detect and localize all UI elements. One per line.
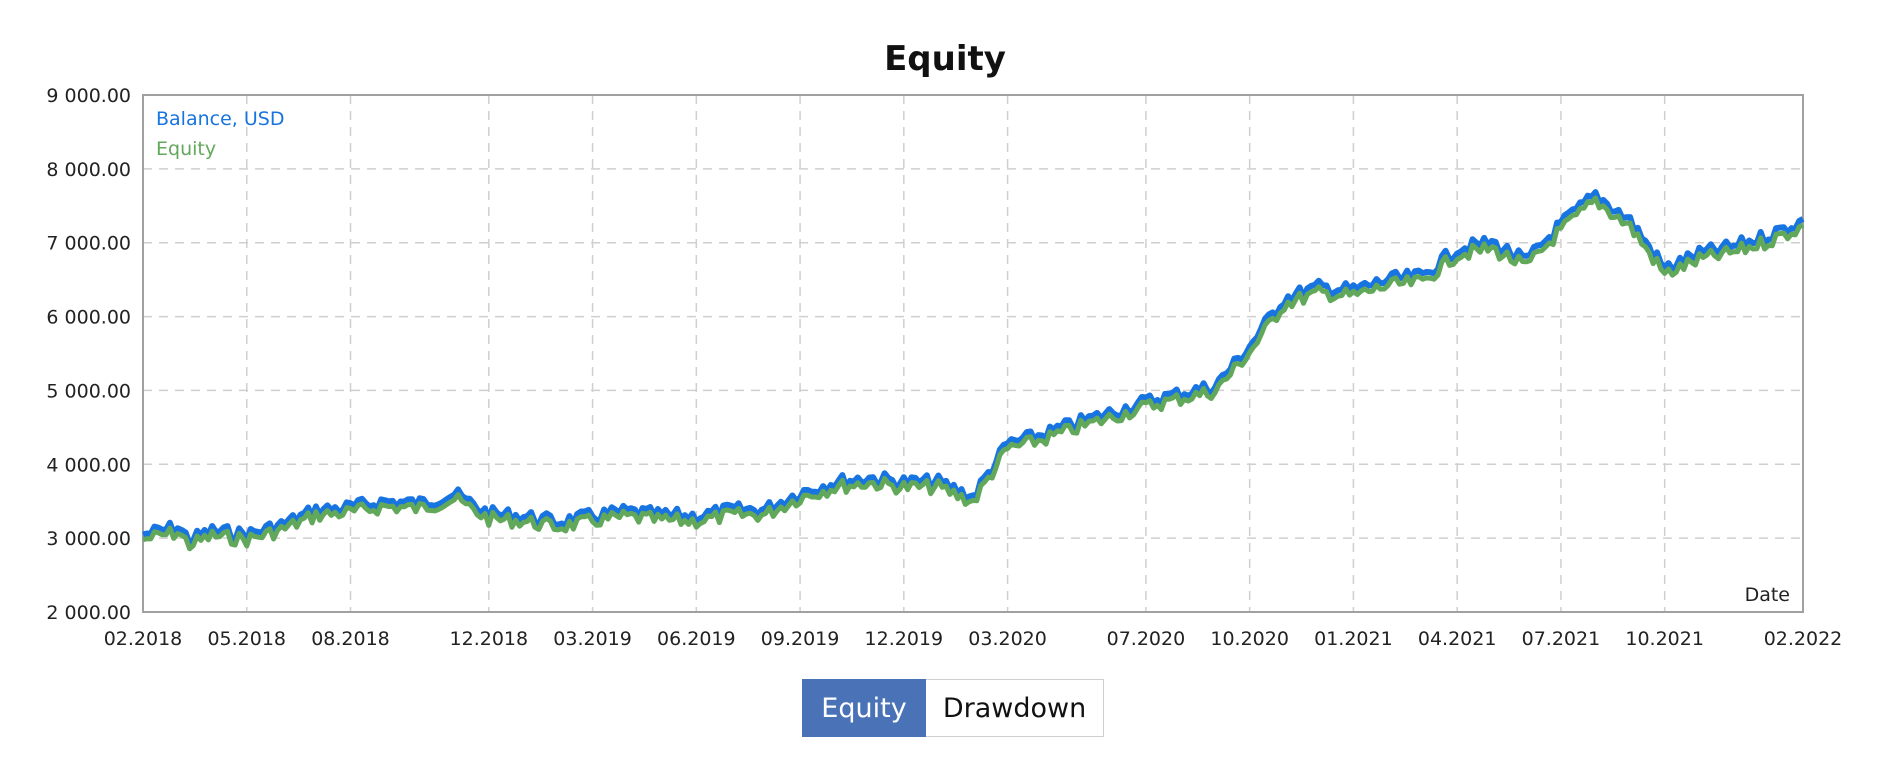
tab-equity[interactable]: Equity: [802, 679, 926, 737]
x-tick-label: 12.2018: [450, 628, 529, 650]
x-tick-label: 02.2018: [104, 628, 183, 650]
y-tick-label: 5 000.00: [46, 380, 131, 402]
series-equity-line: [142, 195, 1805, 552]
x-tick-label: 02.2022: [1764, 628, 1843, 650]
chart-title: Equity: [884, 39, 1006, 79]
y-tick-label: 2 000.00: [46, 602, 131, 624]
plot-frame: [142, 94, 1804, 613]
x-axis-label: Date: [1745, 584, 1790, 606]
x-tick-label: 10.2020: [1210, 628, 1289, 650]
series-layer: [142, 189, 1805, 552]
legend-equity: Equity: [156, 138, 216, 160]
x-tick-label: 06.2019: [657, 628, 736, 650]
legend-balance: Balance, USD: [156, 108, 284, 130]
x-tick-label: 07.2020: [1107, 628, 1186, 650]
y-tick-label: 3 000.00: [46, 528, 131, 550]
axis-ticks: 2 000.00 3 000.00 4 000.00 5 000.00 6 000.00…: [46, 85, 1842, 650]
y-tick-label: 9 000.00: [46, 85, 131, 107]
y-tick-label: 7 000.00: [46, 233, 131, 255]
x-tick-label: 07.2021: [1522, 628, 1601, 650]
x-tick-label: 08.2018: [311, 628, 390, 650]
x-tick-label: 05.2018: [207, 628, 286, 650]
y-tick-label: 4 000.00: [46, 454, 131, 476]
x-tick-label: 03.2020: [968, 628, 1047, 650]
grid: [143, 95, 1803, 612]
x-tick-label: 04.2021: [1418, 628, 1497, 650]
series-balance-line: [142, 189, 1805, 547]
x-tick-label: 10.2021: [1625, 628, 1704, 650]
x-tick-label: 03.2019: [553, 628, 632, 650]
y-tick-label: 6 000.00: [46, 307, 131, 329]
x-tick-label: 12.2019: [865, 628, 944, 650]
x-tick-label: 09.2019: [761, 628, 840, 650]
x-tick-label: 01.2021: [1314, 628, 1393, 650]
tab-drawdown[interactable]: Drawdown: [926, 679, 1104, 737]
equity-chart: Equity 2 000.00 3 000.00 4 000.00 5 000.00 6…: [46, 39, 1842, 650]
chart-tabs: Equity Drawdown: [802, 679, 1104, 739]
y-tick-label: 8 000.00: [46, 159, 131, 181]
